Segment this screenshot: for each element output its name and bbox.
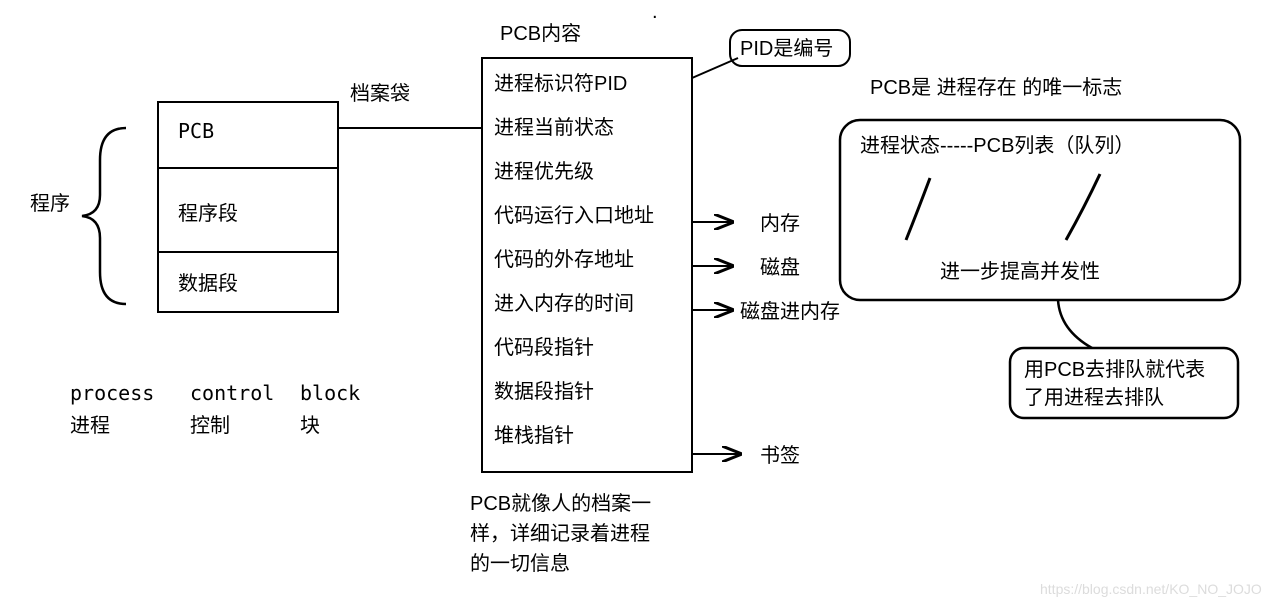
pcb-content-item: 堆栈指针 [494,424,574,447]
program-row-code: 程序段 [178,202,238,225]
center-right-arrow-label: 磁盘进内存 [740,300,840,323]
pcb-caption-3: 的一切信息 [470,552,570,575]
diagram-canvas: 程序 PCB 程序段 数据段 档案袋 process control block… [0,0,1286,602]
pcb-content-item: 进程标识符PID [494,72,627,95]
program-label: 程序 [30,192,70,215]
pcb-def-block-cn: 块 [300,414,320,437]
pcb-def-control-cn: 控制 [190,414,230,437]
pid-bubble-text: PID是编号 [740,37,833,60]
stray-mark: . [652,1,658,23]
right-big-box-bottom: 进一步提高并发性 [940,260,1100,283]
center-right-arrow-label: 磁盘 [760,256,800,279]
pcb-content-item: 进程优先级 [494,160,594,183]
pcb-content-items: 进程标识符PID 进程当前状态进程优先级代码运行入口地址代码的外存地址进入内存的时… [494,72,654,447]
right-slash-left [906,178,930,240]
bookmark-label: 书签 [760,444,800,467]
pcb-content-item: 数据段指针 [494,380,594,403]
center-right-arrows: 内存磁盘磁盘进内存 [692,212,840,323]
right-box-connector [1058,300,1092,348]
pcb-content-item: 代码的外存地址 [494,248,634,271]
right-slash-right [1066,174,1100,240]
pcb-def-process-cn: 进程 [70,414,110,437]
right-big-box-top: 进程状态-----PCB列表（队列） [860,134,1134,157]
pcb-def-control: control [190,381,274,405]
pcb-content-title: PCB内容 [500,22,581,45]
pcb-content-item: 代码运行入口地址 [494,204,654,227]
right-small-box-line1: 用PCB去排队就代表 [1024,358,1205,381]
folder-label: 档案袋 [350,82,410,105]
right-small-box-line2: 了用进程去排队 [1024,386,1164,409]
center-right-arrow-label: 内存 [760,212,800,235]
program-brace [82,128,126,304]
program-row-data: 数据段 [178,272,238,295]
watermark-text: https://blog.csdn.net/KO_NO_JOJO [1040,581,1262,597]
pid-bubble-connector [692,58,738,78]
right-headline: PCB是 进程存在 的唯一标志 [870,76,1122,99]
pcb-def-block: block [300,381,360,405]
pcb-caption-2: 样，详细记录着进程 [470,522,650,545]
pcb-content-item: 进入内存的时间 [494,292,634,315]
pcb-caption-1: PCB就像人的档案一 [470,492,651,515]
pcb-content-item: 代码段指针 [494,336,594,359]
pcb-def-process: process [70,381,154,405]
program-row-pcb: PCB [178,119,214,143]
pcb-content-item: 进程当前状态 [494,116,614,139]
